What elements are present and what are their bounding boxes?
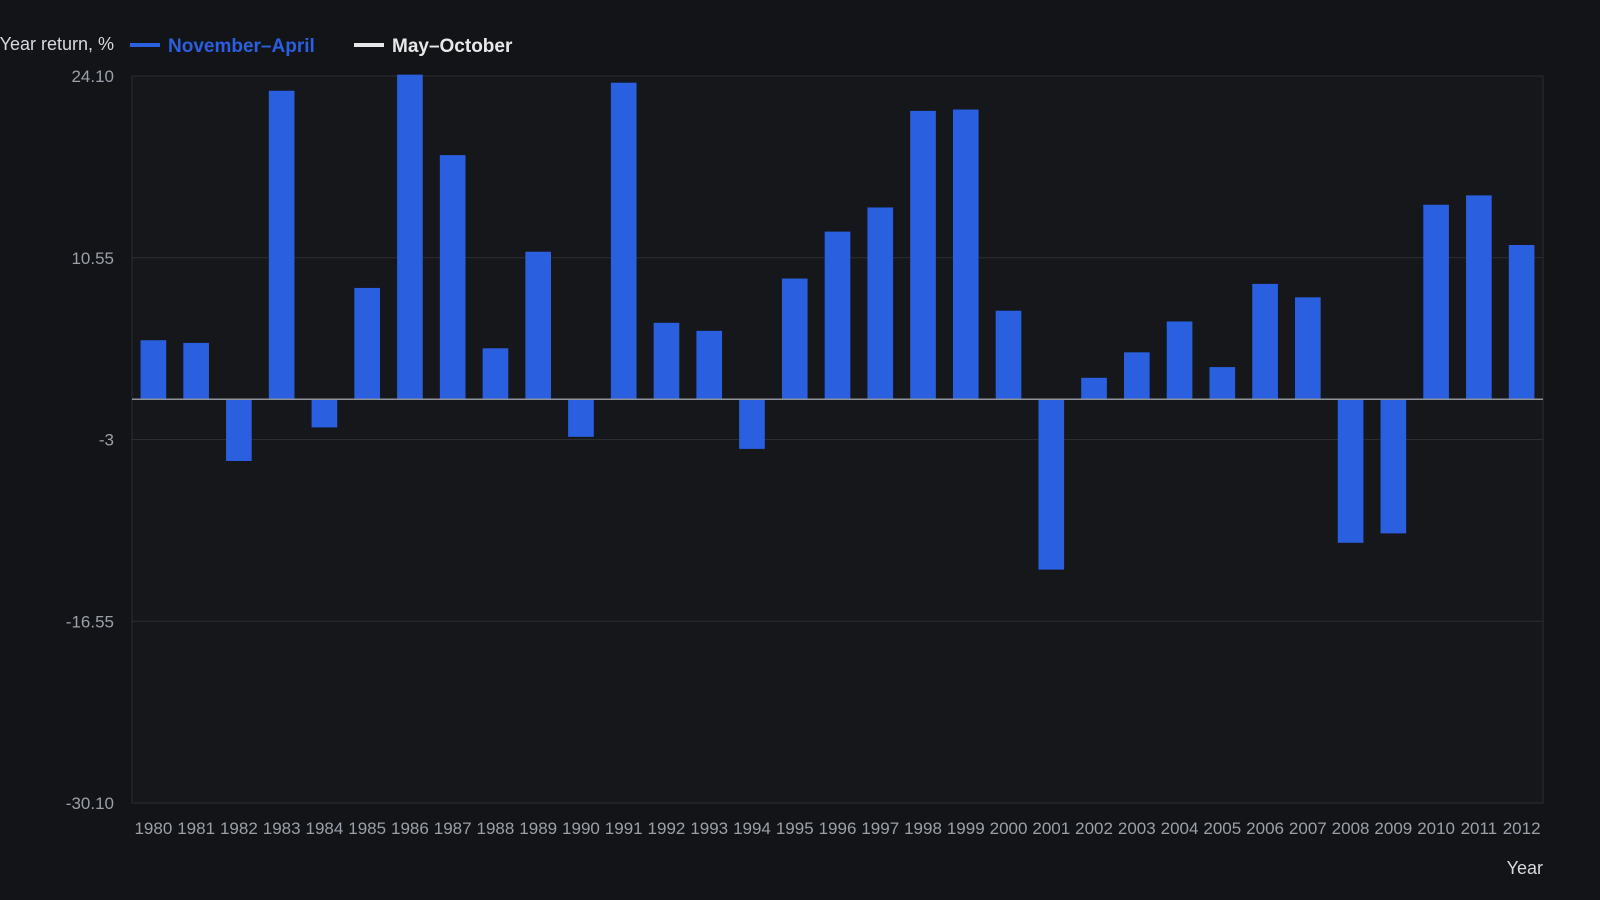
legend-label-may-october: May–October bbox=[392, 36, 513, 57]
x-tick-label: 1994 bbox=[733, 819, 771, 838]
y-axis-ticks: 24.10 10.55 -3 -16.55 -30.10 bbox=[66, 67, 114, 813]
x-tick-label: 1986 bbox=[391, 819, 429, 838]
bar-1985[interactable] bbox=[354, 287, 380, 400]
x-tick-label: 1999 bbox=[947, 819, 985, 838]
y-tick-label: -16.55 bbox=[66, 612, 114, 631]
x-tick-label: 1998 bbox=[904, 819, 942, 838]
bar-2002[interactable] bbox=[1081, 377, 1107, 400]
bar-2011[interactable] bbox=[1466, 195, 1492, 400]
x-tick-label: 1982 bbox=[220, 819, 258, 838]
x-tick-label: 1989 bbox=[519, 819, 557, 838]
x-tick-label: 2003 bbox=[1118, 819, 1156, 838]
bar-1982[interactable] bbox=[226, 399, 252, 461]
x-tick-label: 1984 bbox=[305, 819, 343, 838]
bar-2001[interactable] bbox=[1038, 399, 1065, 570]
bar-2009[interactable] bbox=[1380, 399, 1407, 534]
bar-2005[interactable] bbox=[1209, 367, 1236, 400]
bar-2003[interactable] bbox=[1123, 352, 1150, 400]
x-tick-label: 2006 bbox=[1246, 819, 1284, 838]
bar-1993[interactable] bbox=[696, 330, 723, 400]
bar-2010[interactable] bbox=[1423, 204, 1449, 400]
bar-2004[interactable] bbox=[1166, 321, 1193, 400]
legend-item-november-april[interactable]: November–April bbox=[130, 36, 315, 57]
x-tick-label: 1985 bbox=[348, 819, 386, 838]
y-axis-title: Year return, % bbox=[0, 34, 114, 54]
legend: November–April May–October bbox=[130, 36, 513, 57]
x-tick-label: 1980 bbox=[134, 819, 172, 838]
bar-1998[interactable] bbox=[910, 110, 936, 400]
x-tick-label: 2012 bbox=[1503, 819, 1541, 838]
bar-1983[interactable] bbox=[268, 90, 295, 400]
x-tick-label: 2007 bbox=[1289, 819, 1327, 838]
bar-1995[interactable] bbox=[781, 278, 808, 400]
bar-1992[interactable] bbox=[653, 322, 680, 400]
x-tick-label: 1997 bbox=[861, 819, 899, 838]
bar-2012[interactable] bbox=[1508, 245, 1535, 400]
x-tick-label: 1993 bbox=[690, 819, 728, 838]
bar-1986[interactable] bbox=[397, 74, 423, 400]
x-tick-label: 2008 bbox=[1332, 819, 1370, 838]
bar-1988[interactable] bbox=[482, 348, 509, 400]
x-tick-label: 2005 bbox=[1203, 819, 1241, 838]
legend-label-november-april: November–April bbox=[168, 36, 315, 57]
bar-1989[interactable] bbox=[525, 251, 552, 400]
bar-2008[interactable] bbox=[1337, 399, 1364, 543]
x-tick-label: 1992 bbox=[648, 819, 686, 838]
bar-1997[interactable] bbox=[867, 207, 894, 400]
x-tick-label: 2009 bbox=[1374, 819, 1412, 838]
x-tick-label: 1990 bbox=[562, 819, 600, 838]
bar-1994[interactable] bbox=[739, 399, 765, 449]
x-tick-label: 2002 bbox=[1075, 819, 1113, 838]
bar-1981[interactable] bbox=[183, 342, 209, 400]
x-tick-label: 1981 bbox=[177, 819, 215, 838]
bars bbox=[140, 74, 1535, 570]
x-tick-label: 2001 bbox=[1032, 819, 1070, 838]
y-tick-label: 24.10 bbox=[71, 67, 114, 86]
legend-item-may-october[interactable]: May–October bbox=[354, 36, 513, 57]
x-tick-label: 1988 bbox=[477, 819, 515, 838]
bar-2007[interactable] bbox=[1295, 297, 1321, 400]
x-tick-label: 1991 bbox=[605, 819, 643, 838]
x-tick-label: 1983 bbox=[263, 819, 301, 838]
x-axis-ticks: 1980 1981 1982 1983 1984 1985 1986 1987 1988 1989… bbox=[134, 819, 1540, 838]
x-tick-label: 2000 bbox=[990, 819, 1028, 838]
bar-2006[interactable] bbox=[1252, 283, 1278, 400]
x-tick-label: 1995 bbox=[776, 819, 814, 838]
bar-1999[interactable] bbox=[952, 109, 979, 400]
x-tick-label: 1996 bbox=[819, 819, 857, 838]
x-axis-title: Year bbox=[1507, 858, 1543, 878]
bar-1984[interactable] bbox=[311, 399, 338, 428]
x-tick-label: 1987 bbox=[434, 819, 472, 838]
x-tick-label: 2011 bbox=[1461, 819, 1498, 838]
bar-1990[interactable] bbox=[568, 399, 594, 437]
bar-2000[interactable] bbox=[995, 310, 1022, 400]
bar-1980[interactable] bbox=[140, 340, 167, 400]
y-tick-label: 10.55 bbox=[71, 249, 114, 268]
bar-1996[interactable] bbox=[824, 231, 851, 400]
x-tick-label: 2010 bbox=[1417, 819, 1455, 838]
bar-1987[interactable] bbox=[439, 155, 466, 400]
y-tick-label: -30.10 bbox=[66, 794, 114, 813]
x-tick-label: 2004 bbox=[1161, 819, 1199, 838]
bar-1991[interactable] bbox=[610, 82, 637, 400]
y-tick-label: -3 bbox=[99, 431, 114, 450]
